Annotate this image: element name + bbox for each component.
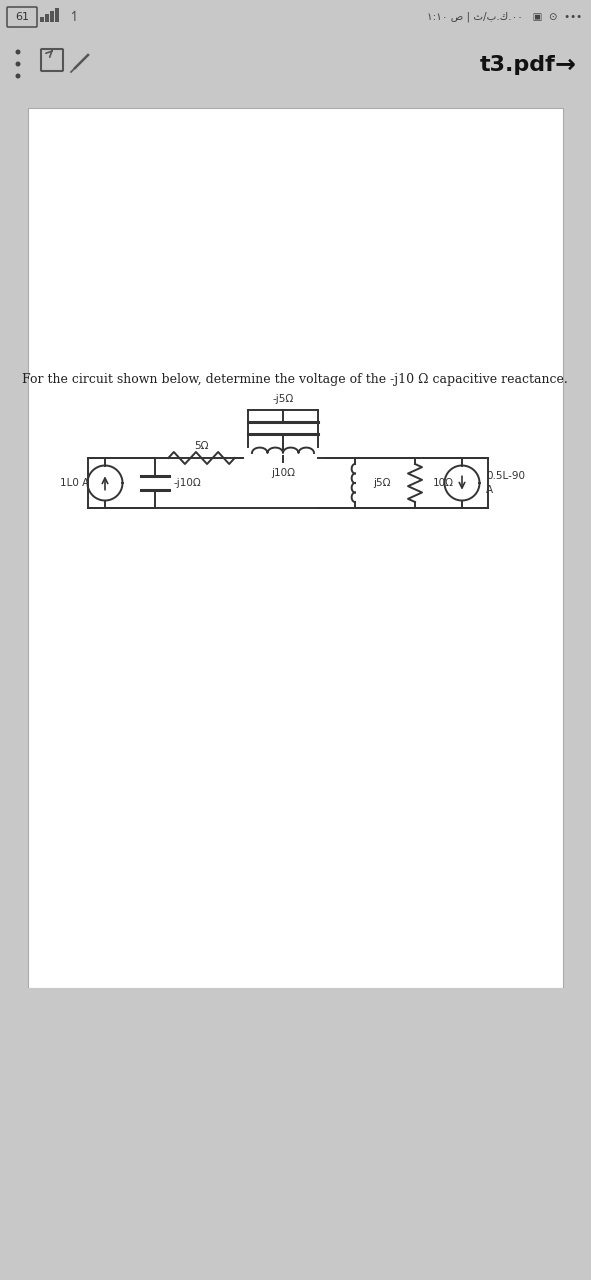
Bar [0, 0, 591, 38]
Bar [45, 14, 49, 22]
Text: ١:١٠ ص | ث/ب.ك.٠٠   ▣  ⊙  •••: ١:١٠ ص | ث/ب.ك.٠٠ ▣ ⊙ ••• [427, 12, 582, 22]
Bar [55, 8, 59, 22]
Text: -j10Ω: -j10Ω [173, 477, 201, 488]
Circle shape [15, 61, 21, 67]
Text: A: A [486, 485, 493, 495]
Text: -j5Ω: -j5Ω [272, 394, 294, 404]
Text: 5Ω: 5Ω [194, 442, 209, 451]
Bar [0, 38, 591, 93]
Circle shape [15, 73, 21, 78]
Text: ↿: ↿ [68, 10, 80, 24]
Bar [40, 17, 44, 22]
Circle shape [15, 50, 21, 55]
Text: j5Ω: j5Ω [373, 477, 391, 488]
Text: 61: 61 [15, 12, 29, 22]
Text: 10Ω: 10Ω [433, 477, 454, 488]
Text: j10Ω: j10Ω [271, 468, 295, 477]
Text: For the circuit shown below, determine the voltage of the -j10 Ω capacitive reac: For the circuit shown below, determine t… [22, 374, 568, 387]
Bar [28, 108, 563, 988]
Bar [0, 988, 591, 1280]
Bar [50, 12, 54, 22]
Text: t3.pdf: t3.pdf [480, 55, 556, 76]
Text: 0.5L-90: 0.5L-90 [486, 471, 525, 481]
Text: →: → [555, 52, 576, 77]
Text: 1L0 A: 1L0 A [60, 477, 90, 488]
